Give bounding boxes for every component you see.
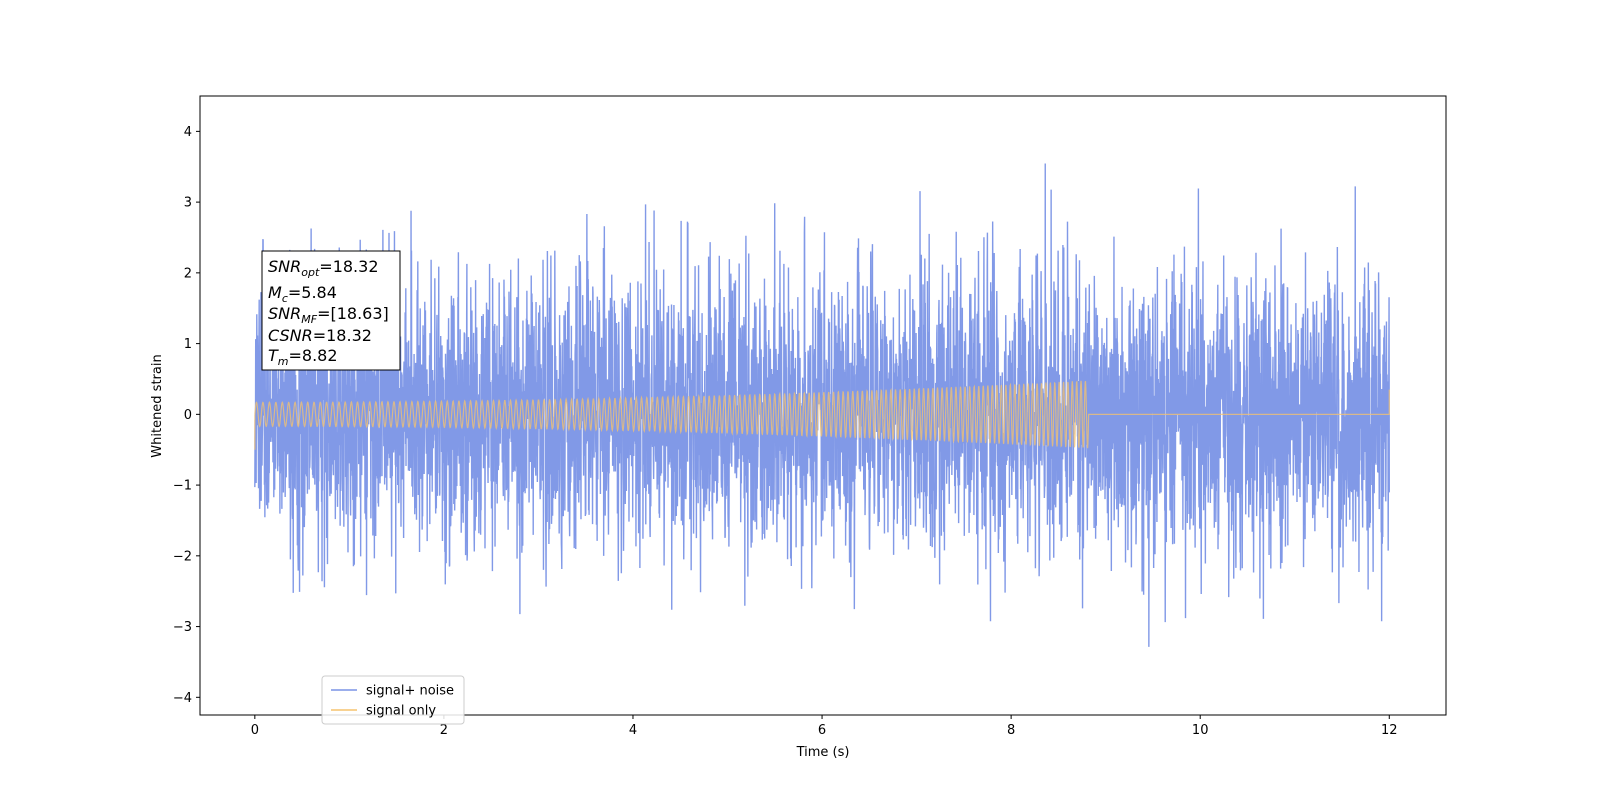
y-axis: −4 −3 −2 −1 0 1 2 3 4 [173, 125, 200, 706]
y-tick-label: −2 [173, 549, 192, 564]
annotation-symbol: SNR [268, 257, 301, 276]
x-tick-label: 6 [818, 723, 826, 738]
annotation-value: =8.82 [289, 346, 338, 365]
legend-label: signal+ noise [366, 684, 454, 699]
annotation-subscript: opt [301, 266, 320, 279]
signal-line [254, 380, 1390, 449]
annotation-symbol: M [268, 283, 282, 302]
y-axis-label: Whitened strain [150, 354, 165, 457]
annotation-subscript: m [278, 355, 289, 368]
annotation-symbol: CSNR [268, 326, 313, 345]
y-tick-label: −1 [173, 479, 192, 494]
y-tick-label: 1 [184, 337, 192, 352]
y-tick-label: 4 [184, 125, 192, 140]
annotation-value: =5.84 [288, 283, 337, 302]
annotation-line: Mc=5.84 [268, 283, 337, 305]
x-tick-label: 12 [1381, 723, 1398, 738]
annotation-line: Tm=8.82 [268, 346, 338, 368]
y-tick-label: 3 [184, 196, 192, 211]
plot-frame [199, 95, 1447, 716]
annotation-subscript: c [282, 292, 288, 305]
y-tick-label: 2 [184, 266, 192, 281]
x-tick-label: 8 [1007, 723, 1015, 738]
annotation-line: SNRMF=[18.63] [268, 304, 389, 326]
annotation-line: SNRopt=18.32 [268, 257, 379, 279]
x-axis: 0 2 4 6 8 10 12 [251, 715, 1398, 738]
x-tick-label: 4 [629, 723, 637, 738]
annotation-value: =18.32 [319, 257, 378, 276]
plot-area [254, 163, 1390, 647]
legend: signal+ noise signal only [321, 675, 465, 725]
annotation-symbol: SNR [268, 304, 301, 323]
y-tick-label: −4 [173, 691, 192, 706]
annotation-frame [261, 250, 401, 371]
x-tick-label: 2 [440, 723, 448, 738]
x-tick-label: 10 [1192, 723, 1209, 738]
series-signal-only [254, 380, 1390, 450]
annotation-box: SNRopt=18.32Mc=5.84SNRMF=[18.63]CSNR=18.… [261, 250, 401, 371]
legend-frame [321, 675, 465, 725]
y-tick-label: −3 [173, 620, 192, 635]
annotation-value: =18.32 [313, 326, 372, 345]
series-signal-plus-noise [254, 163, 1390, 647]
annotation-value: =[18.63] [317, 304, 389, 323]
y-tick-label: 0 [184, 408, 192, 423]
x-tick-label: 0 [251, 723, 259, 738]
annotation-symbol: T [268, 346, 279, 365]
noise-line [254, 163, 1390, 647]
x-axis-label: Time (s) [796, 745, 850, 760]
annotation-subscript: MF [301, 313, 317, 326]
legend-label: signal only [366, 704, 436, 719]
annotation-line: CSNR=18.32 [268, 326, 372, 345]
